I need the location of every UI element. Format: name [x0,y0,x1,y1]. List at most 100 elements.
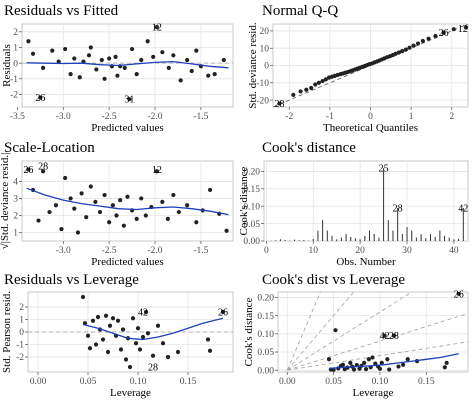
point-label: 28 [38,162,48,173]
data-point [97,209,103,215]
x-tick-label: 40 [449,246,459,256]
x-tick-label: 1 [409,112,414,122]
data-point [316,80,322,85]
data-point [407,45,412,50]
point-label: 26 [23,165,33,176]
data-point [362,360,367,366]
data-point [88,184,93,189]
data-point [426,36,431,41]
y-axis-title: Cook's distance [238,166,250,235]
x-tick-label: -1.5 [193,112,208,122]
point-label: 31 [124,95,134,106]
y-tick-label: 0.10 [243,202,260,212]
y-tick-label: -1 [16,341,24,351]
data-point [405,357,410,362]
plot-content [264,161,468,241]
point-label: 26 [439,28,449,39]
x-axis-title: Predicted values [91,256,163,268]
data-point [224,228,229,233]
data-point [94,67,99,72]
data-point [175,349,181,355]
point-label: 12 [152,23,162,34]
point-label: 26 [35,93,45,104]
data-point [206,73,211,78]
x-tick-label: 0.15 [418,377,435,387]
data-point [333,328,338,333]
data-point [391,333,396,338]
x-tick-label: -3.0 [56,112,71,122]
data-point [441,30,446,35]
data-point [456,292,461,296]
y-tick-label: 0.20 [257,294,274,304]
y-axis-title: Std. deviance resid. [247,22,259,108]
x-tick-label: -2.5 [102,246,117,256]
data-point [93,199,98,204]
y-tick-label: 0.00 [243,237,260,247]
data-point [26,167,31,172]
data-point [102,76,107,81]
data-point [176,209,181,215]
data-point [114,213,119,218]
data-point [123,357,129,362]
smooth-curve [26,60,229,69]
data-point [133,341,139,346]
data-point [379,360,384,366]
cook-contour-line [287,313,468,371]
data-point [72,56,77,61]
y-tick-label: 1 [19,316,24,326]
data-point [393,51,398,56]
point-label: 25 [379,163,389,174]
data-point [137,347,143,352]
data-point [415,41,421,46]
data-point [99,57,104,63]
x-tick-label: 2 [449,112,454,122]
point-label: 28 [389,331,399,342]
data-point [205,337,211,342]
x-axis-title: Obs. Number [336,256,396,268]
x-tick-label: 0 [264,246,269,256]
cook-contour-line [287,341,468,371]
data-point [150,353,156,358]
x-tick-label: 0 [368,112,373,122]
x-tick-label: 20 [355,246,365,256]
data-point [134,216,139,221]
y-tick-label: 0.05 [257,348,274,358]
y-tick-label: 2 [13,28,18,38]
smooth-curve [26,187,229,216]
data-point [30,51,36,56]
data-point [88,45,93,50]
data-point [77,75,82,80]
data-point [382,333,387,338]
data-point [87,346,93,351]
data-point [130,316,136,321]
point-label: 12 [152,165,162,176]
data-point [165,354,171,360]
data-point [160,199,165,204]
point-label: 28 [393,203,403,214]
x-axis-title: Leverage [353,387,394,399]
data-point [396,50,402,55]
x-tick-label: -2 [285,112,293,122]
data-point [323,77,328,82]
y-tick-label: 0.15 [243,185,260,195]
x-tick-label: -2.5 [102,112,117,122]
x-tick-label: 30 [402,246,412,256]
data-point [26,39,31,44]
data-point [140,334,146,340]
data-point [326,357,332,362]
data-point [143,309,149,315]
data-point [79,191,84,196]
data-point [86,53,92,58]
data-point [220,309,226,315]
y-tick-label: 0 [13,59,18,69]
data-point [122,65,127,70]
data-point [53,203,59,208]
data-point [309,85,314,91]
x-tick-label: 0.05 [80,377,97,387]
x-tick-label: 10 [308,246,318,256]
data-point [411,43,416,48]
data-point [277,101,282,106]
data-point [84,215,89,220]
data-point [207,187,213,193]
data-point [125,194,130,199]
